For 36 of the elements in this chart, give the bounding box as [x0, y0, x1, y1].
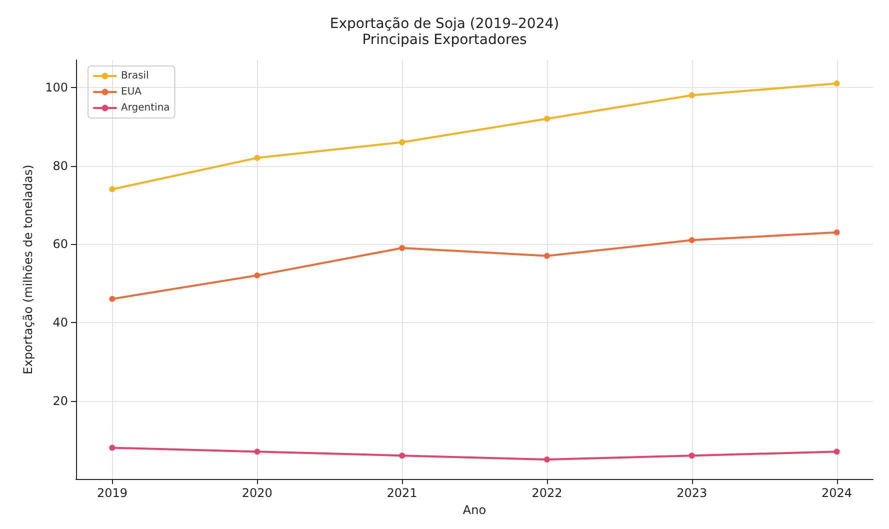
point	[544, 252, 550, 259]
chart-title: Exportação de Soja (2019–2024)	[330, 16, 560, 32]
point	[834, 80, 840, 86]
y-tick-label: 80	[52, 158, 68, 173]
legend-label: EUA	[121, 86, 142, 98]
point	[688, 92, 695, 98]
x-tick-label: 2019	[96, 486, 128, 500]
point	[544, 456, 550, 463]
y-tick-label: 40	[52, 315, 68, 330]
point	[544, 116, 550, 122]
legend-label: Argentina	[121, 102, 170, 114]
chart-subtitle: Principais Exportadores	[362, 32, 527, 48]
point	[109, 444, 116, 451]
y-axis-title: Exportação (milhões de toneladas)	[21, 164, 36, 374]
point	[688, 237, 695, 244]
point	[254, 154, 260, 161]
point	[254, 272, 260, 278]
x-tick-label: 2024	[822, 486, 852, 500]
point	[834, 229, 840, 236]
point	[688, 452, 695, 459]
point	[109, 186, 116, 192]
point	[399, 452, 406, 459]
legend-label: Brasil	[121, 70, 149, 82]
y-tick-label: 100	[45, 80, 68, 94]
x-tick-label: 2023	[676, 486, 708, 500]
point	[399, 245, 406, 252]
x-tick-label: 2022	[532, 486, 562, 500]
y-tick-label: 60	[52, 237, 68, 252]
x-tick-label: 2020	[242, 486, 272, 500]
x-tick-label: 2021	[386, 486, 418, 500]
point	[399, 139, 406, 146]
x-axis-title: Ano	[462, 503, 486, 517]
y-tick-label: 20	[52, 394, 68, 408]
point	[109, 296, 116, 302]
point	[834, 448, 840, 455]
point	[254, 448, 260, 455]
